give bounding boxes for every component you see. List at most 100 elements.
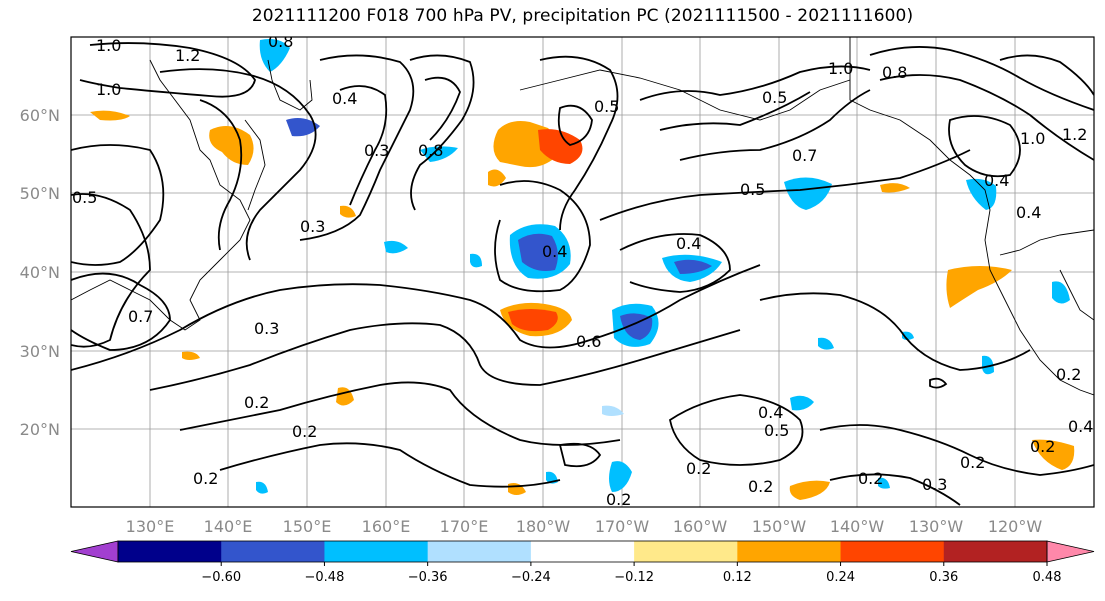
contour-label: 0.4	[984, 171, 1009, 190]
precip-fill	[1032, 439, 1075, 470]
colorbar-frame	[117, 540, 1048, 563]
pv-contour	[149, 322, 741, 391]
precip-fill	[259, 39, 290, 72]
colorbar-tick-label: 0.24	[826, 570, 855, 585]
contour-label: 0.3	[254, 319, 279, 338]
precip-fill	[518, 233, 558, 271]
coastline	[244, 119, 266, 211]
colorbar-extend-max	[1046, 540, 1095, 563]
coastline	[1059, 269, 1094, 321]
contour-label: 0.4	[758, 403, 783, 422]
contour-label: 0.8	[268, 32, 293, 51]
lon-label: 140°E	[204, 517, 253, 536]
precip-fill	[789, 480, 830, 500]
contour-label: 1.0	[96, 36, 121, 55]
pv-contour	[557, 104, 593, 146]
pv-contour	[71, 193, 151, 348]
precip-fill	[878, 477, 890, 489]
pv-contour	[679, 89, 871, 161]
precip-fill	[538, 129, 583, 164]
pv-contour	[71, 264, 761, 371]
pv-contour	[71, 272, 171, 351]
lon-label: 130°W	[909, 517, 964, 536]
lon-label: 170°E	[440, 517, 489, 536]
map-panel: 1.0 1.2 1.0 0.8 0.4 0.3 0.8 0.5 0.5 0.5 …	[70, 32, 1095, 508]
lat-label: 50°N	[20, 184, 60, 203]
pv-contour	[409, 54, 475, 211]
contour-label: 0.8	[418, 141, 443, 160]
colorbar-swatch	[427, 541, 532, 562]
colorbar-swatch	[943, 541, 1048, 562]
contour-label: 0.4	[332, 89, 357, 108]
contour-label: 0.2	[1030, 437, 1055, 456]
precip-fill	[602, 405, 624, 416]
contour-label: 0.2	[292, 422, 317, 441]
colorbar-tick-label: 0.12	[723, 570, 752, 585]
precip-fill	[508, 309, 558, 332]
contour-label: 0.2	[1056, 365, 1081, 384]
pv-contour	[659, 91, 811, 131]
pv-contour	[494, 180, 591, 293]
longitude-labels: 130°E 140°E 150°E 160°E 170°E 180°W 170°…	[126, 517, 1043, 536]
lon-label: 160°W	[673, 517, 728, 536]
contour-label: 0.2	[858, 469, 883, 488]
lon-label: 170°W	[595, 517, 650, 536]
contour-label: 0.4	[1068, 417, 1093, 436]
colorbar-swatch	[634, 541, 738, 562]
precip-fill	[470, 253, 482, 268]
precip-fill	[880, 183, 910, 193]
colorbar-tick-label: −0.12	[614, 570, 654, 585]
precip-fill	[340, 205, 356, 218]
pv-contour	[819, 424, 1094, 476]
pv-contour	[299, 54, 415, 241]
colorbar-tick-label: −0.48	[305, 570, 345, 585]
pv-contour	[558, 442, 602, 468]
precip-fill	[488, 169, 506, 187]
contour-label: 0.5	[764, 421, 789, 440]
contour-label: 0.3	[922, 475, 947, 494]
precip-fill	[209, 126, 254, 165]
contour-label: 0.3	[300, 217, 325, 236]
contour-label: 0.5	[740, 180, 765, 199]
lat-label: 30°N	[20, 342, 60, 361]
lon-label: 120°W	[988, 517, 1043, 536]
colorbar-tick-label: 0.48	[1033, 570, 1062, 585]
pv-contour	[79, 42, 256, 98]
precip-fill	[966, 178, 997, 210]
pv-contour	[159, 68, 317, 261]
contour-label: 1.0	[828, 59, 853, 78]
pv-contour	[948, 115, 1021, 178]
contour-label: 0.4	[542, 242, 567, 261]
colorbar-swatch	[118, 541, 222, 562]
contour-label: 1.0	[1020, 129, 1045, 148]
contour-label: 1.0	[96, 80, 121, 99]
contour-label: 0.8	[882, 63, 907, 82]
colorbar-swatch	[221, 541, 325, 562]
precip-fill	[286, 118, 320, 137]
pv-contour	[199, 99, 243, 251]
colorbar-tick-label: −0.24	[511, 570, 551, 585]
pv-contour	[668, 394, 804, 466]
colorbar-tick-label: −0.36	[408, 570, 448, 585]
lon-label: 150°W	[752, 517, 807, 536]
contour-labels: 1.0 1.2 1.0 0.8 0.4 0.3 0.8 0.5 0.5 0.5 …	[72, 32, 1093, 507]
contour-label: 0.5	[594, 97, 619, 116]
pv-contour	[619, 233, 731, 293]
precip-fill	[784, 177, 832, 210]
map-title: 2021111200 F018 700 hPa PV, precipitatio…	[251, 6, 914, 26]
precip-fill	[1052, 281, 1070, 304]
precip-fill	[384, 240, 408, 254]
lon-label: 180°W	[516, 517, 571, 536]
colorbar-swatch	[840, 541, 945, 562]
contour-label: 0.4	[676, 234, 701, 253]
pv-contour	[71, 144, 165, 266]
contour-label: 0.2	[960, 453, 985, 472]
precip-fill	[609, 461, 632, 492]
lat-label: 60°N	[20, 106, 60, 125]
lon-label: 130°E	[126, 517, 175, 536]
pv-contour	[179, 381, 621, 446]
colorbar-tick-label: −0.60	[201, 570, 241, 585]
contour-label: 0.5	[72, 188, 97, 207]
pv-contour	[339, 85, 388, 206]
precip-anomaly-fills	[90, 39, 1075, 500]
